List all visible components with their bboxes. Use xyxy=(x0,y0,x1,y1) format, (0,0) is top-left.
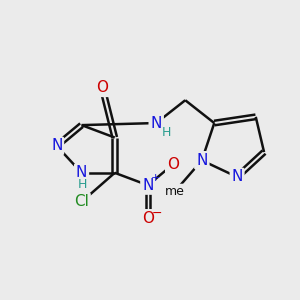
Text: N: N xyxy=(196,153,208,168)
Text: O: O xyxy=(142,211,154,226)
Text: N: N xyxy=(51,138,62,153)
Text: N: N xyxy=(231,169,243,184)
Text: me: me xyxy=(165,185,185,198)
Text: N: N xyxy=(151,116,162,130)
Text: Cl: Cl xyxy=(74,194,89,209)
Text: N: N xyxy=(76,165,87,180)
Text: +: + xyxy=(151,173,160,183)
Text: H: H xyxy=(162,126,171,139)
Text: −: − xyxy=(152,207,162,220)
Text: N: N xyxy=(76,165,87,180)
Text: N: N xyxy=(151,116,162,130)
Text: O: O xyxy=(142,211,154,226)
Text: H: H xyxy=(78,178,87,191)
Text: N: N xyxy=(142,178,154,193)
Text: O: O xyxy=(96,80,108,95)
Text: N: N xyxy=(142,178,154,193)
Text: N: N xyxy=(196,153,208,168)
Text: O: O xyxy=(167,157,179,172)
